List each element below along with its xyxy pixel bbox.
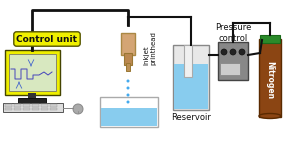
Ellipse shape xyxy=(259,114,281,118)
Text: Control unit: Control unit xyxy=(16,34,77,44)
Bar xyxy=(218,42,248,80)
Bar xyxy=(14,104,21,107)
Bar xyxy=(32,108,39,110)
Bar xyxy=(126,63,130,71)
Text: Nitrogen: Nitrogen xyxy=(266,61,274,99)
Text: Pressure
control: Pressure control xyxy=(215,23,251,43)
Bar xyxy=(124,53,132,65)
Bar xyxy=(28,93,36,100)
Bar xyxy=(173,45,209,110)
Circle shape xyxy=(127,100,130,103)
Bar xyxy=(41,108,48,110)
Bar xyxy=(101,108,157,126)
Circle shape xyxy=(73,104,83,114)
Bar xyxy=(5,108,12,110)
Bar xyxy=(9,54,56,91)
Circle shape xyxy=(127,94,130,97)
Circle shape xyxy=(239,49,245,55)
Bar xyxy=(41,104,48,107)
Bar xyxy=(184,45,192,77)
Text: Reservoir: Reservoir xyxy=(171,114,211,122)
Bar xyxy=(121,33,135,55)
Circle shape xyxy=(127,86,130,89)
Bar xyxy=(5,50,60,95)
Bar xyxy=(14,108,21,110)
Bar xyxy=(220,63,240,75)
Bar xyxy=(174,64,208,109)
Bar xyxy=(3,103,63,112)
Bar xyxy=(259,39,281,117)
Bar xyxy=(23,108,30,110)
Bar xyxy=(18,98,46,103)
Bar xyxy=(260,35,280,43)
Bar xyxy=(23,104,30,107)
Bar xyxy=(50,104,57,107)
Circle shape xyxy=(230,49,236,55)
Circle shape xyxy=(221,49,227,55)
Bar xyxy=(32,104,39,107)
Circle shape xyxy=(127,80,130,82)
Bar xyxy=(5,104,12,107)
Text: Inkjet
printhead: Inkjet printhead xyxy=(143,31,157,65)
Bar xyxy=(100,97,158,127)
Bar xyxy=(50,108,57,110)
